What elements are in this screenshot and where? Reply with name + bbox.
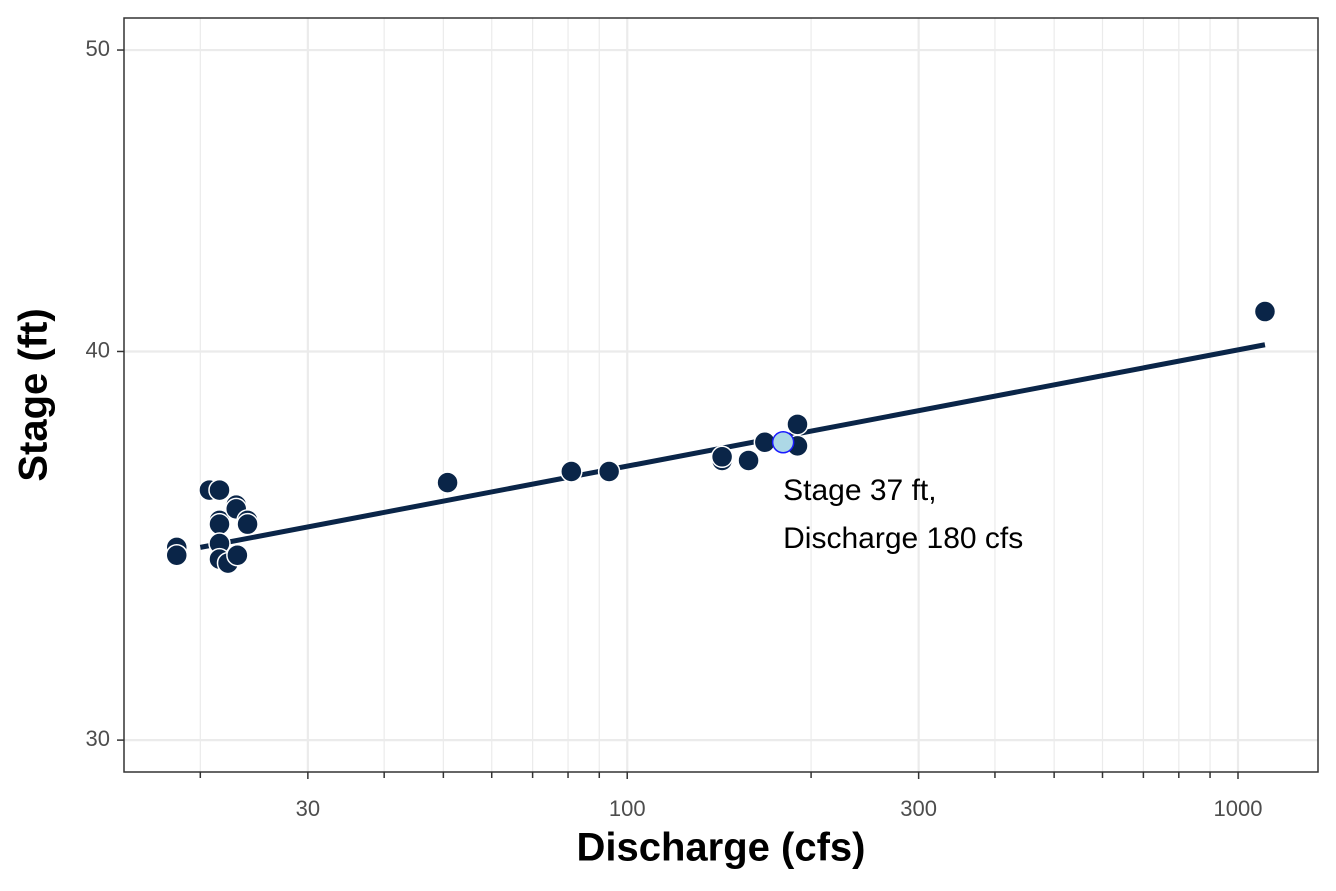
point	[165, 543, 188, 567]
point	[786, 413, 809, 436]
fit-line	[199, 342, 1266, 550]
point	[560, 460, 583, 483]
point	[208, 478, 231, 502]
y-tick-label: 30	[86, 726, 110, 751]
point	[236, 512, 259, 536]
point	[1253, 300, 1277, 323]
plot-frame	[123, 17, 1319, 773]
annotation: Stage 37 ft,	[783, 474, 936, 507]
point	[226, 543, 249, 567]
y-tick-label: 50	[86, 36, 110, 61]
x-tick-label: 100	[609, 796, 646, 821]
point	[597, 460, 621, 483]
y-axis-title: Stage (ft)	[12, 308, 56, 481]
x-tick-label: 1000	[1214, 796, 1263, 821]
annotation: Discharge 180 cfs	[783, 522, 1023, 555]
x-tick-label: 30	[296, 796, 320, 821]
x-axis-title: Discharge (cfs)	[577, 826, 866, 870]
point	[208, 512, 231, 536]
point	[710, 445, 734, 469]
highlight-point	[771, 431, 795, 454]
x-tick-label: 300	[900, 796, 937, 821]
point	[737, 449, 760, 472]
point	[436, 471, 459, 494]
y-tick-label: 40	[86, 337, 110, 362]
plot-background	[124, 18, 1318, 772]
